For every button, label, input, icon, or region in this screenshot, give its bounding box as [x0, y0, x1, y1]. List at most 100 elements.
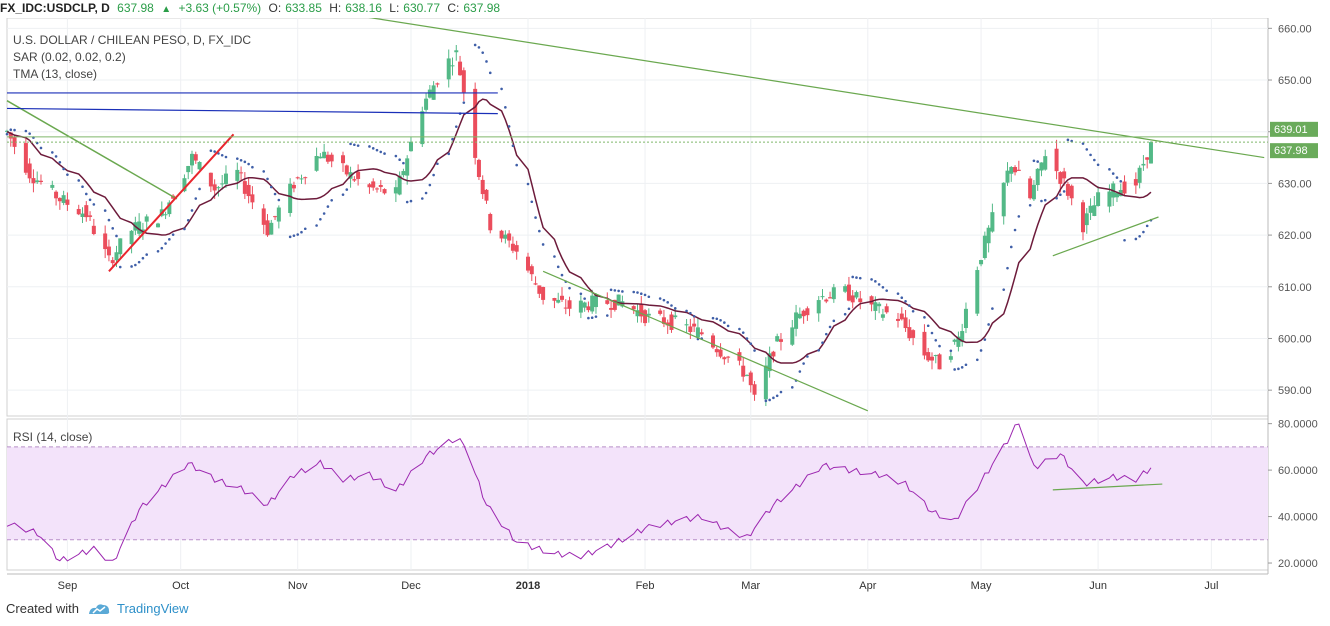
price-label-text: 637.98 — [1274, 145, 1308, 157]
rsi-legend[interactable]: RSI (14, close) — [13, 430, 93, 444]
sar-dot — [530, 200, 534, 204]
candle-body — [1035, 168, 1040, 186]
sar-dot — [802, 362, 805, 365]
tma-line — [6, 98, 1152, 364]
sar-dot — [949, 349, 953, 353]
candle-body — [420, 111, 425, 145]
chart-title: U.S. DOLLAR / CHILEAN PESO, D, FX_IDC — [13, 33, 252, 47]
candle-body — [922, 331, 927, 356]
candle-body — [1058, 172, 1063, 184]
candle-body — [163, 214, 168, 216]
candle-body — [899, 313, 904, 320]
sar-dot — [13, 128, 16, 132]
candle-body — [156, 223, 161, 228]
candle-body — [167, 202, 172, 215]
candle-body — [907, 327, 912, 339]
sar-dot — [1059, 193, 1062, 197]
candle-body — [948, 356, 953, 360]
sar-legend[interactable]: SAR (0.02, 0.02, 0.2) — [13, 50, 126, 64]
sar-dot — [817, 349, 821, 352]
sar-dot — [824, 332, 828, 336]
sar-dot — [855, 276, 858, 279]
price-tick-label: 600.00 — [1278, 333, 1312, 345]
candle-body — [235, 169, 240, 181]
sar-dot — [277, 198, 281, 202]
candle-body — [23, 143, 28, 173]
time-tick-label: Feb — [636, 580, 655, 592]
sar-dot — [723, 321, 726, 324]
sar-dot — [24, 129, 28, 133]
candle-body — [76, 208, 81, 215]
candle-body — [397, 175, 402, 195]
price-tick-label: 660.00 — [1278, 23, 1312, 35]
candle-body — [975, 270, 980, 314]
candle-body — [801, 310, 806, 317]
sar-dot — [447, 152, 451, 156]
sar-dot — [983, 338, 987, 341]
price-change: +3.63 (+0.57%) — [178, 1, 262, 15]
tma-legend[interactable]: TMA (13, close) — [13, 67, 98, 81]
sar-dot — [1002, 288, 1006, 291]
candle-body — [669, 314, 674, 330]
up-arrow-icon: ▲ — [161, 4, 172, 15]
candle-body — [223, 173, 228, 185]
candle-body — [484, 189, 489, 201]
candle-body — [1028, 178, 1033, 199]
candle-body — [8, 132, 13, 139]
sar-dot — [266, 177, 269, 181]
sar-dot — [183, 227, 186, 231]
candle-body — [771, 351, 776, 357]
sar-dot — [639, 292, 643, 296]
sar-dot — [51, 151, 54, 154]
sar-dot — [511, 144, 515, 148]
sar-dot — [987, 323, 990, 326]
candle-body — [57, 197, 62, 202]
candle-body — [352, 179, 357, 181]
candle-body — [239, 172, 244, 174]
candle-body — [850, 295, 855, 303]
sar-dot — [806, 355, 809, 358]
sar-dot — [526, 182, 530, 186]
rsi-support-line — [1052, 483, 1163, 491]
candle-body — [639, 304, 644, 317]
candle-body — [382, 189, 387, 194]
chart-canvas[interactable]: 590.00600.00610.00620.00630.00640.00650.… — [0, 18, 1330, 598]
time-tick-label: Dec — [401, 580, 421, 592]
time-tick-label: Mar — [741, 580, 760, 592]
candle-body — [503, 234, 508, 239]
candle-body — [896, 318, 901, 321]
sar-dot — [1013, 228, 1017, 232]
sar-dot — [247, 162, 250, 166]
candle-body — [537, 285, 542, 294]
sar-dot — [775, 394, 779, 398]
sar-dot — [726, 324, 730, 328]
candle-body — [1069, 185, 1074, 199]
sar-dot — [353, 143, 356, 147]
sar-dot — [288, 235, 292, 239]
sar-dot — [130, 265, 133, 268]
sar-dot — [617, 289, 620, 293]
candle-body — [31, 178, 36, 184]
price-label-box — [1270, 143, 1318, 159]
sar-dot — [39, 146, 43, 150]
sar-dot — [1036, 160, 1039, 163]
candle-body — [91, 225, 96, 235]
sar-dot — [379, 150, 383, 154]
sar-dot — [62, 167, 65, 171]
sar-dot — [851, 275, 855, 279]
sar-dot — [1119, 180, 1123, 183]
sar-dot — [488, 71, 492, 75]
symbol-name[interactable]: FX_IDC:USDCLP, D — [0, 1, 110, 15]
open-value: 633.85 — [285, 1, 322, 15]
tradingview-link[interactable]: TradingView — [116, 601, 189, 616]
sar-dot — [926, 324, 930, 328]
candle-body — [344, 165, 349, 175]
sar-dot — [326, 205, 330, 208]
candle-body — [208, 172, 213, 187]
sar-dot — [409, 199, 413, 203]
candle-body — [1031, 184, 1036, 200]
sar-dot — [303, 227, 307, 231]
candle-body — [741, 365, 746, 377]
sar-dot — [685, 309, 688, 313]
candle-body — [877, 303, 882, 307]
